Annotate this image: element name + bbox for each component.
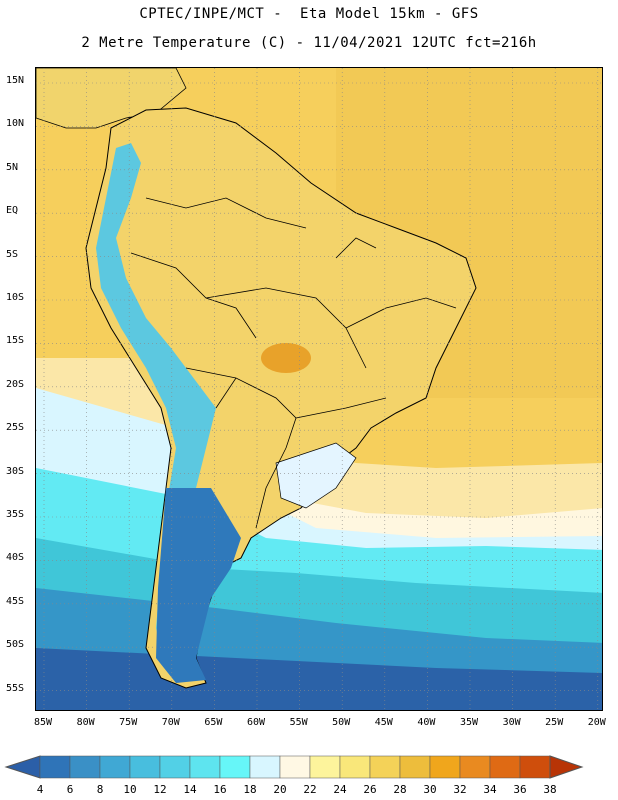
lat-label: 40S: [6, 552, 25, 564]
colorbar: [4, 755, 584, 779]
colorbar-swatch: [129, 755, 161, 779]
lat-label: 55S: [6, 682, 25, 694]
colorbar-swatch: [69, 755, 101, 779]
colorbar-swatch: [519, 755, 551, 779]
colorbar-swatch: [489, 755, 521, 779]
lon-label: 55W: [289, 717, 308, 728]
colorbar-left-arrow: [4, 755, 41, 779]
colorbar-swatch: [339, 755, 371, 779]
colorbar-tick-label: 4: [36, 783, 44, 796]
colorbar-tick-label: 38: [543, 783, 557, 796]
colorbar-swatch: [309, 755, 341, 779]
colorbar-tick-label: 28: [393, 783, 407, 796]
lon-label: 50W: [332, 717, 351, 728]
lat-label: 25S: [6, 422, 25, 434]
lon-label: 80W: [76, 717, 95, 728]
colorbar-swatch: [429, 755, 461, 779]
colorbar-tick-label: 8: [96, 783, 104, 796]
colorbar-tick-label: 20: [273, 783, 287, 796]
colorbar-swatch: [399, 755, 431, 779]
colorbar-tick-label: 6: [66, 783, 74, 796]
lat-label: EQ: [6, 205, 19, 217]
lat-label: 15S: [6, 335, 25, 347]
country-borders: [130, 197, 457, 529]
colorbar-swatch: [219, 755, 251, 779]
lon-label: 70W: [161, 717, 180, 728]
colorbar-tick-label: 36: [513, 783, 527, 796]
colorbar-tick-label: 34: [483, 783, 497, 796]
colorbar-tick-label: 10: [123, 783, 137, 796]
lat-label: 20S: [6, 378, 25, 390]
lon-label: 35W: [459, 717, 479, 728]
graticule: [36, 68, 602, 710]
colorbar-tick-label: 26: [363, 783, 377, 796]
colorbar-swatch: [39, 755, 71, 779]
lat-label: 10S: [6, 292, 25, 303]
lon-label: 65W: [204, 717, 223, 728]
lon-label: 40W: [417, 717, 436, 728]
lon-label: 30W: [502, 717, 521, 728]
colorbar-tick-label: 32: [453, 783, 467, 796]
colorbar-swatch: [189, 755, 221, 779]
colorbar-swatch: [99, 755, 131, 779]
colorbar-swatch: [249, 755, 281, 779]
colorbar-tick-label: 18: [243, 783, 257, 796]
colorbar-tick-label: 24: [333, 783, 347, 796]
lon-label: 45W: [374, 717, 393, 728]
hot-spot: [261, 343, 311, 373]
lat-label: 10N: [6, 118, 25, 130]
lat-label: 45S: [6, 595, 25, 607]
uruguay-cool-area: [275, 442, 357, 509]
colorbar-swatch: [279, 755, 311, 779]
title-line-1: CPTEC/INPE/MCT - Eta Model 15km - GFS: [139, 6, 479, 22]
lon-label: 85W: [33, 717, 53, 728]
map-canvas: [36, 68, 602, 710]
lon-label: 25W: [545, 717, 564, 728]
lon-label: 75W: [119, 717, 138, 728]
colorbar-tick-label: 16: [213, 783, 227, 796]
temperature-map: [35, 67, 603, 711]
colorbar-tick-label: 22: [303, 783, 317, 796]
colorbar-tick-label: 30: [423, 783, 437, 796]
lat-label: 35S: [6, 509, 25, 520]
colorbar-right-arrow: [549, 755, 584, 779]
colorbar-tick-label: 14: [183, 783, 197, 796]
lon-label: 60W: [246, 717, 266, 728]
lat-label: 30S: [6, 465, 25, 477]
title-line-2: 2 Metre Temperature (C) - 11/04/2021 12U…: [81, 35, 537, 51]
lat-label: 5N: [6, 161, 19, 173]
colorbar-swatch: [159, 755, 191, 779]
colorbar-tick-label: 12: [153, 783, 167, 796]
patagonia-cold: [156, 488, 241, 683]
lat-label: 5S: [6, 248, 19, 260]
lat-label: 50S: [6, 639, 25, 651]
colorbar-swatch: [459, 755, 491, 779]
lon-label: 20W: [587, 717, 606, 728]
colorbar-swatch: [369, 755, 401, 779]
lat-label: 15N: [6, 75, 25, 86]
